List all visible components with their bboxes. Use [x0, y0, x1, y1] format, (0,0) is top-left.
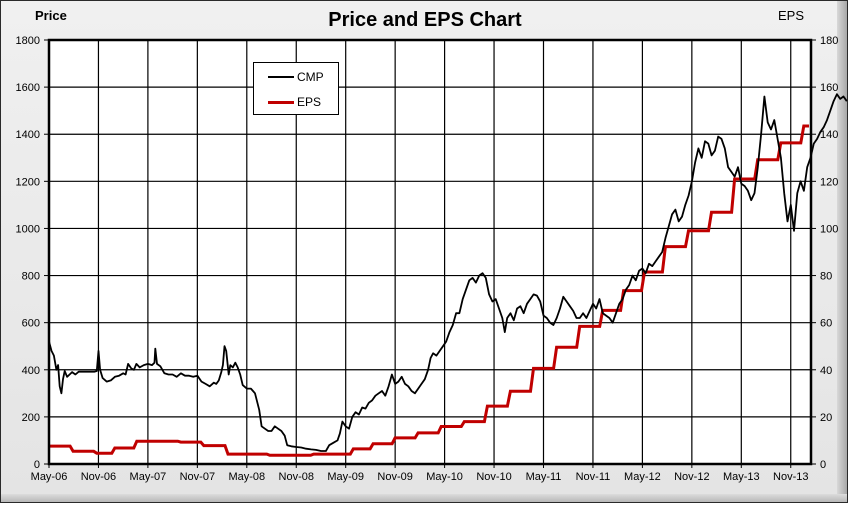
legend-item-cmp: CMP	[268, 70, 324, 84]
plot-border	[47, 38, 813, 466]
eps-swatch-icon	[268, 100, 294, 104]
svg-text:May-13: May-13	[723, 471, 760, 483]
chart-title: Price and EPS Chart	[328, 9, 522, 31]
left-axis-ticks: 0 200 400 600 800 1000 1200 1400 1600 1800	[16, 35, 49, 471]
svg-text:Nov-08: Nov-08	[279, 471, 314, 483]
plot-background	[49, 40, 811, 464]
svg-text:Nov-09: Nov-09	[377, 471, 412, 483]
svg-text:May-06: May-06	[31, 471, 68, 483]
svg-text:May-10: May-10	[426, 471, 463, 483]
svg-text:1000: 1000	[16, 223, 40, 235]
eps-series-line	[49, 124, 809, 457]
svg-text:0: 0	[34, 459, 40, 471]
svg-text:180: 180	[820, 35, 838, 47]
svg-text:400: 400	[22, 365, 40, 377]
svg-text:140: 140	[820, 129, 838, 141]
legend: CMP EPS	[253, 62, 339, 115]
svg-text:Nov-10: Nov-10	[476, 471, 511, 483]
svg-text:May-11: May-11	[526, 471, 562, 483]
svg-text:Nov-06: Nov-06	[81, 471, 116, 483]
x-axis-ticks: May-06 Nov-06 May-07 Nov-07 May-08 Nov-08 May-…	[31, 464, 808, 483]
frame-bevel-right	[837, 1, 847, 502]
svg-text:1400: 1400	[16, 129, 40, 141]
svg-text:20: 20	[820, 412, 832, 424]
svg-text:Nov-13: Nov-13	[773, 471, 808, 483]
svg-text:600: 600	[22, 318, 40, 330]
svg-text:80: 80	[820, 271, 832, 283]
svg-text:May-07: May-07	[130, 471, 167, 483]
svg-text:Nov-12: Nov-12	[674, 471, 709, 483]
svg-text:160: 160	[820, 82, 838, 94]
svg-text:Nov-07: Nov-07	[180, 471, 215, 483]
svg-text:May-08: May-08	[228, 471, 265, 483]
svg-text:200: 200	[22, 412, 40, 424]
frame-bevel-bottom	[1, 494, 847, 502]
svg-text:120: 120	[820, 176, 838, 188]
legend-label-eps: EPS	[297, 95, 322, 109]
cmp-swatch-icon	[268, 76, 294, 78]
svg-text:May-09: May-09	[327, 471, 364, 483]
right-axis-title: EPS	[778, 8, 805, 23]
legend-label-cmp: CMP	[297, 70, 324, 84]
cmp-series-line	[48, 93, 848, 452]
right-axis-ticks: 0 20 40 60 80 100 120 140 160 180	[811, 35, 838, 471]
svg-text:1800: 1800	[16, 35, 40, 47]
svg-text:40: 40	[820, 365, 832, 377]
svg-text:May-12: May-12	[624, 471, 661, 483]
svg-text:0: 0	[820, 459, 826, 471]
svg-text:60: 60	[820, 318, 832, 330]
svg-text:1600: 1600	[16, 82, 40, 94]
svg-text:Nov-11: Nov-11	[576, 471, 611, 483]
svg-text:1200: 1200	[16, 176, 40, 188]
svg-text:800: 800	[22, 271, 40, 283]
svg-text:100: 100	[820, 223, 838, 235]
left-axis-title: Price	[35, 8, 67, 23]
legend-item-eps: EPS	[268, 95, 321, 109]
